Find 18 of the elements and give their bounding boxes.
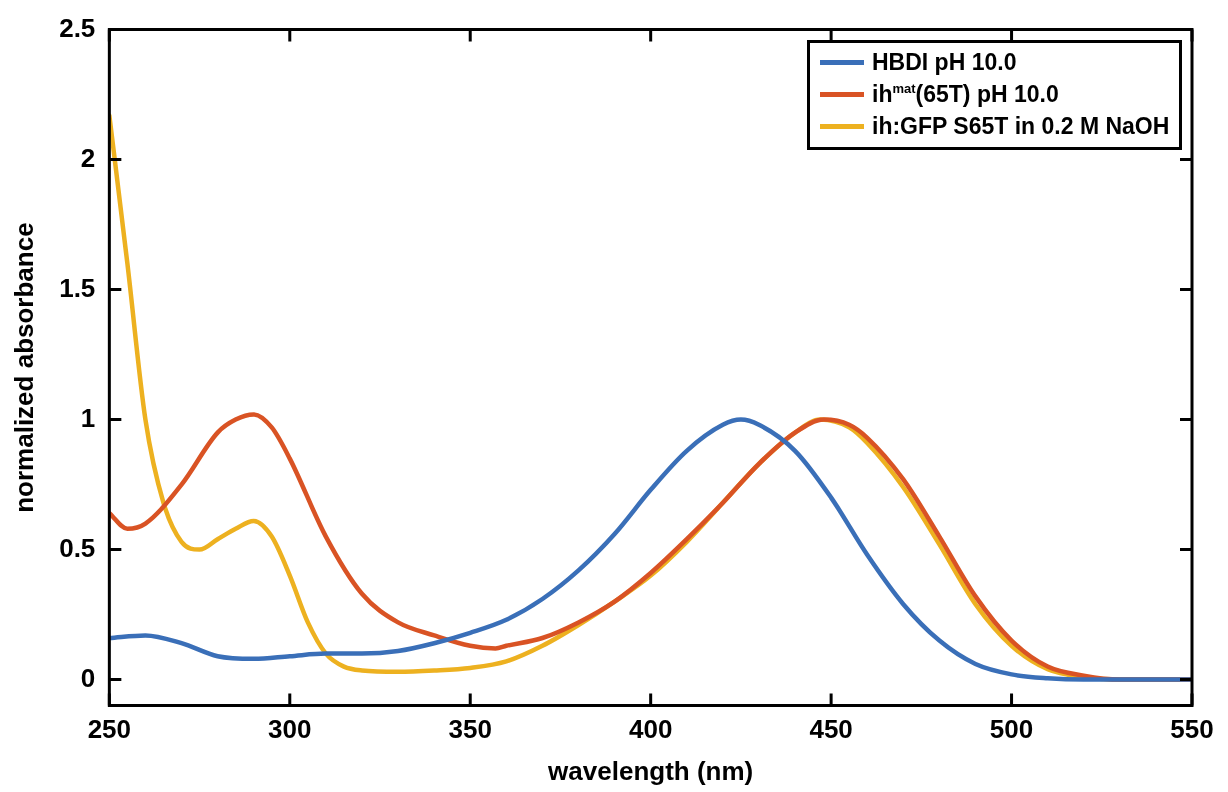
y-axis-title: normalized absorbance	[8, 222, 39, 513]
x-tick-label: 250	[87, 714, 132, 745]
x-tick-label: 550	[1170, 714, 1214, 745]
x-tick-label: 400	[628, 714, 673, 745]
y-tick-label: 2.5	[59, 12, 96, 43]
y-tick-label: 1.5	[59, 272, 96, 303]
legend-label: ih$^{mat}$(65T) pH 10.0	[872, 81, 1059, 109]
x-tick-label: 450	[809, 714, 853, 745]
legend-label: ih:GFP S65T in 0.2 M NaOH	[872, 113, 1170, 141]
y-tick-label: 1	[80, 402, 96, 433]
x-axis-title: wavelength (nm)	[547, 755, 754, 786]
x-tick-label: 300	[268, 714, 312, 745]
legend-label: HBDI pH 10.0	[872, 49, 1017, 77]
y-tick-label: 2	[80, 142, 96, 173]
x-tick-label: 350	[448, 714, 492, 745]
y-tick-label: 0	[80, 662, 96, 693]
x-tick-label: 500	[989, 714, 1034, 745]
y-tick-label: 0.5	[59, 532, 96, 563]
